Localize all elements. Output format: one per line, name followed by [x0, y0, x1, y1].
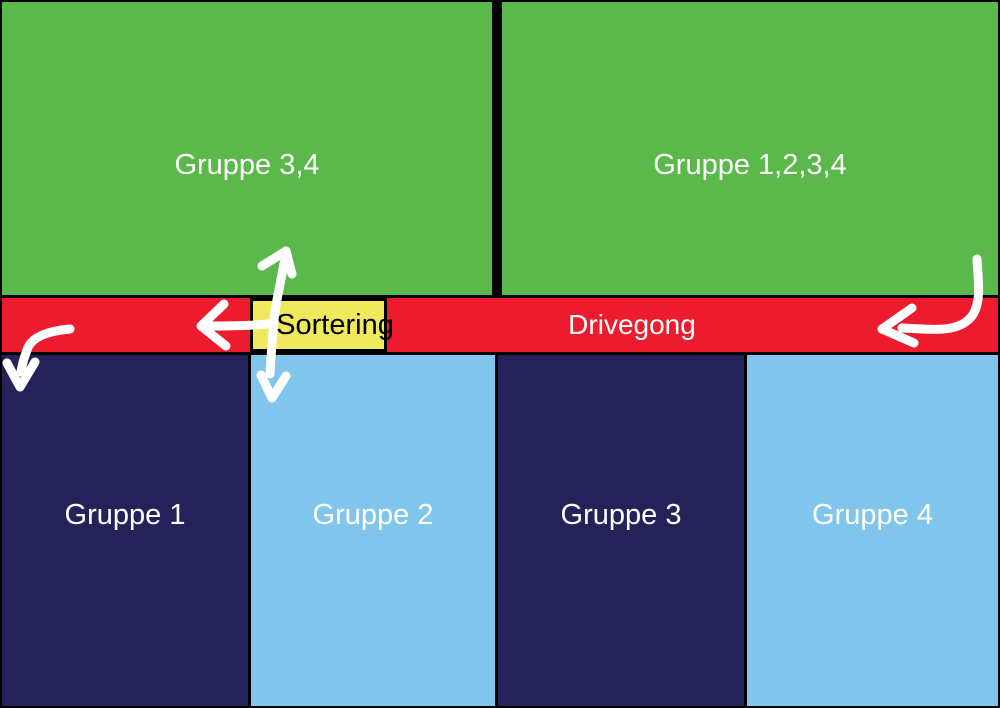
sortering-label: Sortering [276, 308, 394, 341]
drivegong-band: Drivegong [2, 298, 998, 352]
zone-gruppe-1-2-3-4: Gruppe 1,2,3,4 [502, 2, 998, 295]
sortering-box: Sortering [250, 298, 394, 352]
zone-gruppe-4-label: Gruppe 4 [812, 499, 933, 531]
zone-gruppe-4: Gruppe 4 [747, 355, 998, 706]
zone-gruppe-1: Gruppe 1 [2, 355, 248, 706]
zone-gruppe-3-4-label: Gruppe 3,4 [174, 149, 320, 181]
zone-gruppe-3-4: Gruppe 3,4 [2, 2, 492, 295]
zone-gruppe-2: Gruppe 2 [251, 355, 495, 706]
zone-gruppe-2-label: Gruppe 2 [312, 499, 434, 531]
zone-gruppe-3-label: Gruppe 3 [560, 499, 682, 531]
zone-gruppe-3: Gruppe 3 [498, 355, 744, 706]
drivegong-label: Drivegong [568, 309, 696, 340]
zone-gruppe-1-2-3-4-label: Gruppe 1,2,3,4 [653, 149, 847, 181]
zone-gruppe-1-label: Gruppe 1 [64, 499, 186, 531]
